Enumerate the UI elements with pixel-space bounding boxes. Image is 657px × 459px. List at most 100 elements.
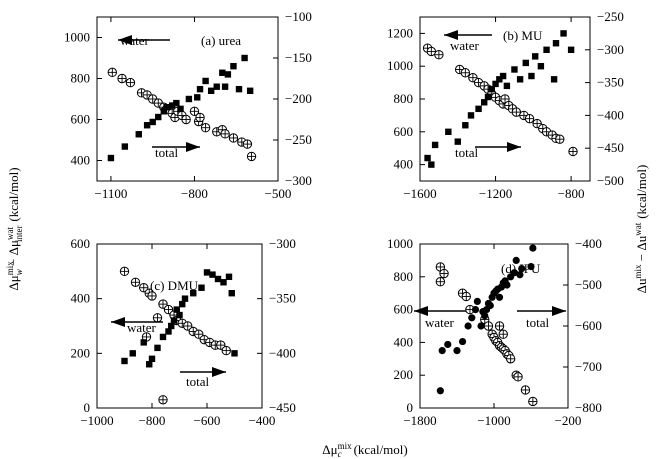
left-y-tick-label: 1000 <box>64 30 90 45</box>
right-y-tick-label: −500 <box>597 173 624 188</box>
data-point-water <box>183 321 193 331</box>
right-y-tick-label: −450 <box>269 400 296 415</box>
data-point-water <box>498 329 508 339</box>
data-point-total <box>486 301 494 310</box>
data-point-total <box>219 69 226 76</box>
data-point-total <box>503 281 511 289</box>
x-tick-label: −600 <box>194 413 221 428</box>
data-point-water <box>434 50 444 60</box>
data-point-water <box>107 67 118 78</box>
left-y-tick-label: 1000 <box>387 236 413 251</box>
data-point-total <box>165 328 172 335</box>
data-point-total <box>121 357 128 365</box>
left-y-tick-label: 600 <box>71 112 91 127</box>
data-point-total <box>159 333 167 341</box>
left-y-tick-label: 1000 <box>387 58 413 73</box>
data-point-total <box>453 347 461 355</box>
data-point-total <box>428 161 435 168</box>
chart-panel-3: −1000 −800 −600 −4000200400600−450−400−350−… <box>71 236 296 428</box>
data-point-total <box>224 71 232 78</box>
data-point-total <box>481 99 488 106</box>
total-label: total <box>186 374 209 389</box>
water-arrow-head <box>111 317 125 327</box>
panel-label: (a) urea <box>201 33 241 48</box>
data-point-total <box>537 63 545 70</box>
data-point-total <box>510 269 518 277</box>
left-y-tick-label: 400 <box>394 334 414 349</box>
data-point-total <box>438 347 446 355</box>
data-point-total <box>207 87 215 94</box>
x-tick-label: −1800 <box>403 413 436 428</box>
x-tick-label: −500 <box>265 186 292 201</box>
data-point-total <box>209 271 216 278</box>
x-axis-label: Δμmix c (kcal/mol) <box>322 441 408 459</box>
data-point-total <box>220 279 227 286</box>
data-point-total <box>190 290 197 297</box>
panel-label: (b) MU <box>503 28 543 43</box>
data-point-total <box>149 118 156 126</box>
data-point-total <box>176 311 183 319</box>
water-label: water <box>425 315 455 330</box>
data-point-water <box>194 329 204 339</box>
data-point-total <box>246 87 254 94</box>
data-point-total <box>196 85 204 93</box>
left-y-tick-label: 600 <box>394 124 414 139</box>
water-arrow-head <box>414 306 428 316</box>
left-y-tick-label: 400 <box>71 291 91 306</box>
data-point-water <box>505 354 516 364</box>
right-y-tick-label: −150 <box>285 50 312 65</box>
data-point-water <box>524 113 535 124</box>
water-label: water <box>127 320 157 335</box>
data-point-total <box>471 306 480 314</box>
right-y-tick-label: −350 <box>269 291 296 306</box>
water-label: water <box>120 33 150 48</box>
data-point-total <box>445 128 452 135</box>
left-y-tick-label: 600 <box>394 302 414 317</box>
data-point-water <box>119 266 130 277</box>
left-y-tick-label: 400 <box>394 157 414 172</box>
data-point-water <box>439 268 449 279</box>
right-y-tick-label: −400 <box>575 236 602 251</box>
data-point-total <box>129 350 136 357</box>
data-point-total <box>560 30 567 37</box>
data-point-total <box>475 105 482 113</box>
data-point-total <box>468 314 476 322</box>
data-point-total <box>173 99 180 107</box>
left-y-tick-label: 200 <box>71 345 91 360</box>
data-point-total <box>477 322 485 330</box>
data-point-total <box>202 77 209 85</box>
x-tick-label: −1200 <box>479 186 512 201</box>
panel-label: (c) DMU <box>150 278 199 293</box>
data-point-water <box>163 304 174 315</box>
right-y-tick-label: −300 <box>269 236 296 251</box>
x-tick-label: −1000 <box>477 413 510 428</box>
data-point-total <box>146 361 153 368</box>
data-point-total <box>163 104 170 111</box>
data-point-total <box>550 76 558 83</box>
data-point-total <box>492 80 499 88</box>
data-point-total <box>532 53 539 60</box>
right-y-tick-label: −800 <box>575 400 602 415</box>
data-point-total <box>230 63 237 70</box>
data-point-water <box>555 134 565 144</box>
right-y-tick-label: −700 <box>575 359 602 374</box>
data-point-total <box>235 85 243 93</box>
chart-panel-2: −1600 −1200 −800 400 600 800 1000 1200 −500 −450 −… <box>387 9 624 201</box>
data-point-total <box>148 355 156 362</box>
data-point-total <box>516 76 524 83</box>
data-point-total <box>168 102 176 109</box>
data-point-total <box>488 85 495 93</box>
total-label: total <box>455 145 478 160</box>
data-point-total <box>499 72 507 80</box>
data-point-total <box>522 59 529 67</box>
left-y-tick-label: 0 <box>407 400 414 415</box>
data-point-total <box>154 344 161 352</box>
data-point-total <box>527 262 535 271</box>
data-point-water <box>511 107 522 117</box>
data-point-water <box>520 385 531 395</box>
total-arrow-head <box>507 142 521 152</box>
data-point-total <box>194 94 201 101</box>
data-point-water <box>220 129 230 139</box>
data-point-water <box>528 396 538 407</box>
